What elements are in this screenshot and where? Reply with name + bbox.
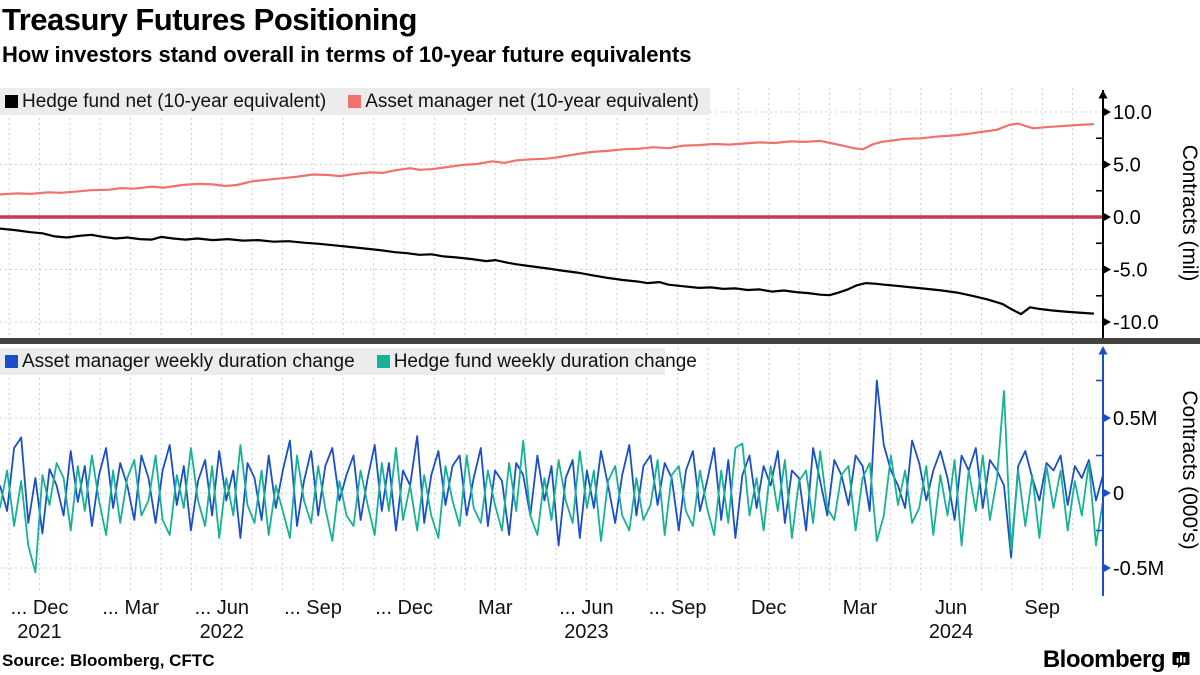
x-tick-label: ... Dec (375, 597, 434, 619)
axis-up-arrow-icon (1098, 90, 1108, 99)
y-tick-label: -0.5M (1113, 558, 1164, 580)
hedge-fund-weekly-swatch-icon (376, 355, 390, 368)
x-tick-label: ... Sep (648, 597, 707, 619)
asset-manager-weekly-line (0, 379, 1104, 559)
bloomberg-terminal-icon (1172, 652, 1190, 668)
asset-manager-weekly-swatch-icon (5, 355, 18, 368)
hedge-fund-weekly-line (0, 390, 1104, 574)
x-year-label: 2024 (928, 621, 974, 643)
x-tick-label: ... Jun (194, 597, 250, 619)
chart-subtitle: How investors stand overall in terms of … (2, 42, 692, 67)
legend-bottom-panel: Asset manager weekly duration change Hed… (0, 348, 697, 375)
major-tick-arrow-icon (1103, 488, 1111, 498)
legend-label: Asset manager net (10-year equivalent) (365, 90, 699, 112)
major-tick-arrow-icon (1103, 563, 1111, 573)
axis-up-arrow-icon (1098, 346, 1108, 355)
page-title: Treasury Futures Positioning (2, 2, 417, 37)
y-tick-label: 0.0 (1113, 207, 1141, 229)
major-tick-arrow-icon (1103, 212, 1111, 222)
asset-manager-net-swatch-icon (348, 95, 362, 108)
legend-label: Hedge fund net (10-year equivalent) (22, 90, 327, 112)
x-tick-label: ... Sep (284, 597, 342, 619)
major-tick-arrow-icon (1103, 107, 1111, 117)
x-tick-label: Mar (842, 597, 878, 619)
legend-item-hedge-fund-weekly: Hedge fund weekly duration change (376, 350, 697, 373)
y-axis-title: Contracts (000's) (1178, 390, 1200, 549)
x-tick-label: Dec (750, 597, 787, 619)
hedge-fund-net-swatch-icon (5, 95, 18, 108)
bloomberg-wordmark: Bloomberg (1042, 646, 1166, 673)
x-year-label: 2021 (17, 621, 62, 643)
legend-item-hedge-fund-net: Hedge fund net (10-year equivalent) (5, 91, 326, 113)
bloomberg-logo: Bloomberg (1043, 646, 1190, 674)
x-tick-label: Mar (478, 597, 513, 619)
major-tick-arrow-icon (1103, 160, 1111, 169)
y-tick-label: -5.0 (1113, 260, 1147, 282)
legend-label: Asset manager weekly duration change (22, 350, 355, 372)
major-tick-arrow-icon (1103, 265, 1111, 274)
panel-divider (0, 338, 1200, 344)
y-tick-label: -10.0 (1113, 312, 1159, 334)
asset-manager-net-line (0, 122, 1094, 196)
legend-top-panel: Hedge fund net (10-year equivalent) Asse… (0, 88, 710, 115)
x-year-label: 2022 (199, 621, 245, 643)
major-tick-arrow-icon (1103, 317, 1111, 327)
y-tick-label: 5.0 (1113, 155, 1141, 177)
y-axis-title: Contracts (mil) (1178, 145, 1200, 282)
major-tick-arrow-icon (1103, 413, 1111, 423)
y-tick-label: 0 (1113, 483, 1124, 505)
legend-item-asset-manager-net: Asset manager net (10-year equivalent) (348, 91, 699, 113)
x-tick-label: ... Jun (559, 597, 614, 619)
x-tick-label: Jun (934, 597, 968, 619)
x-tick-label: ... Mar (102, 597, 159, 619)
y-tick-label: 0.5M (1113, 408, 1157, 430)
y-tick-label: 10.0 (1113, 102, 1152, 124)
x-tick-label: ... Dec (10, 597, 69, 619)
source-note: Source: Bloomberg, CFTC (2, 651, 215, 670)
x-year-label: 2023 (564, 621, 609, 643)
hedge-fund-net-line (0, 227, 1094, 316)
legend-label: Hedge fund weekly duration change (393, 350, 697, 372)
x-tick-label: Sep (1024, 597, 1061, 619)
legend-item-asset-manager-weekly: Asset manager weekly duration change (5, 351, 355, 373)
